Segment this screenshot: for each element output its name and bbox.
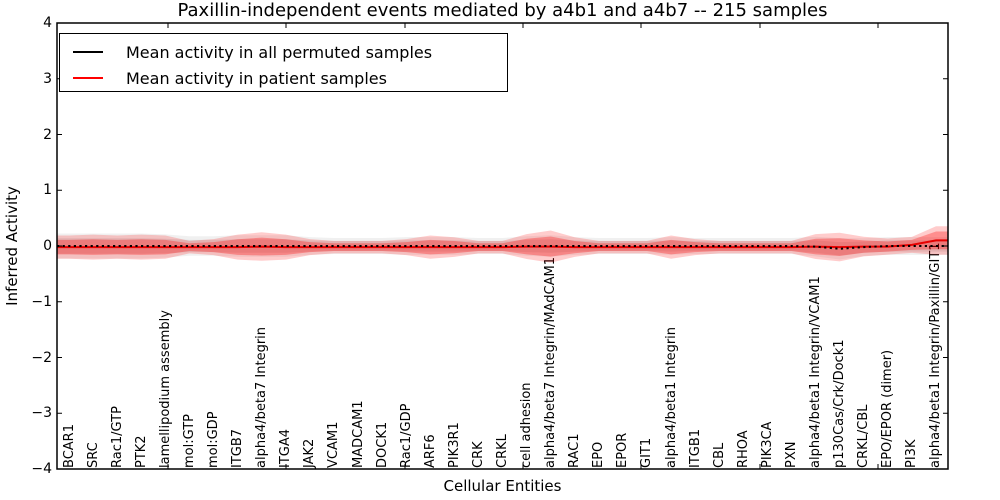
x-tick-label: GIT1 [639,437,655,468]
x-tick-label: VCAM1 [326,421,342,468]
x-tick-label: alpha4/beta7 Integrin/MAdCAM1 [543,257,559,468]
x-tick-label: lamellipodium assembly [157,310,173,468]
y-tick-label: −3 [31,405,52,422]
y-tick-label: 3 [43,70,52,87]
legend-item-permuted: Mean activity in all permuted samples [73,39,507,65]
y-tick-label: 1 [43,182,52,199]
x-tick-label: alpha4/beta1 Integrin [663,326,679,468]
y-tick-label: −1 [31,293,52,310]
x-tick-label: EPOR [615,432,631,468]
y-tick-label: −4 [31,461,52,477]
x-tick-label: Rac1/GTP [109,406,125,468]
x-tick-label: CRKL/CBL [856,404,872,469]
x-tick-label: PXN [783,441,799,468]
legend-label-permuted: Mean activity in all permuted samples [126,42,433,62]
x-tick-label: DOCK1 [374,421,390,468]
x-tick-label: RHOA [735,430,751,468]
x-tick-label: cell adhesion [519,382,535,468]
legend: Mean activity in all permuted samples Me… [59,33,508,92]
y-tick-label: 4 [43,15,52,31]
permuted-line-sample-icon [73,51,103,53]
x-tick-label: PI3K [904,439,920,468]
x-tick-label: p130Cas/Crk/Dock1 [832,339,848,468]
x-tick-label: JAK2 [302,438,318,468]
x-tick-label: ITGB1 [687,428,703,468]
x-tick-label: alpha4/beta7 Integrin [254,326,270,468]
x-tick-label: ITGB7 [230,428,246,468]
x-tick-label: PIK3R1 [446,422,462,468]
x-tick-label: Rac1/GDP [398,403,414,468]
x-tick-label: BCAR1 [61,424,77,468]
x-tick-label: alpha4/beta1 Integrin/VCAM1 [808,276,824,468]
x-tick-label: PTK2 [133,435,149,468]
x-tick-label: MADCAM1 [350,400,366,468]
x-tick-label: mol:GDP [206,411,222,468]
x-tick-label: SRC [85,442,101,468]
x-tick-label: RAC1 [567,433,583,468]
y-tick-label: −2 [31,349,52,366]
x-tick-label: EPO [591,441,607,468]
x-tick-label: EPO/EPOR (dimer) [880,349,896,468]
x-tick-label: alpha4/beta1 Integrin/Paxillin/GIT1 [928,242,944,468]
x-tick-label: mol:GTP [181,414,197,468]
y-tick-label: 0 [43,238,52,254]
patient-line-sample-icon [73,77,103,79]
x-tick-label: PIK3CA [759,421,775,468]
chart-title: Paxillin-independent events mediated by … [177,0,828,21]
x-tick-label: CRK [470,441,486,468]
y-tick-label: 2 [43,126,52,143]
x-axis-label: Cellular Entities [443,477,562,495]
x-tick-label: CBL [711,442,727,468]
x-tick-label: CRKL [495,434,510,468]
x-tick-label: ARF6 [422,434,438,468]
legend-item-patient: Mean activity in patient samples [73,65,507,91]
legend-label-patient: Mean activity in patient samples [126,68,387,88]
x-tick-label: ITGA4 [278,428,294,468]
